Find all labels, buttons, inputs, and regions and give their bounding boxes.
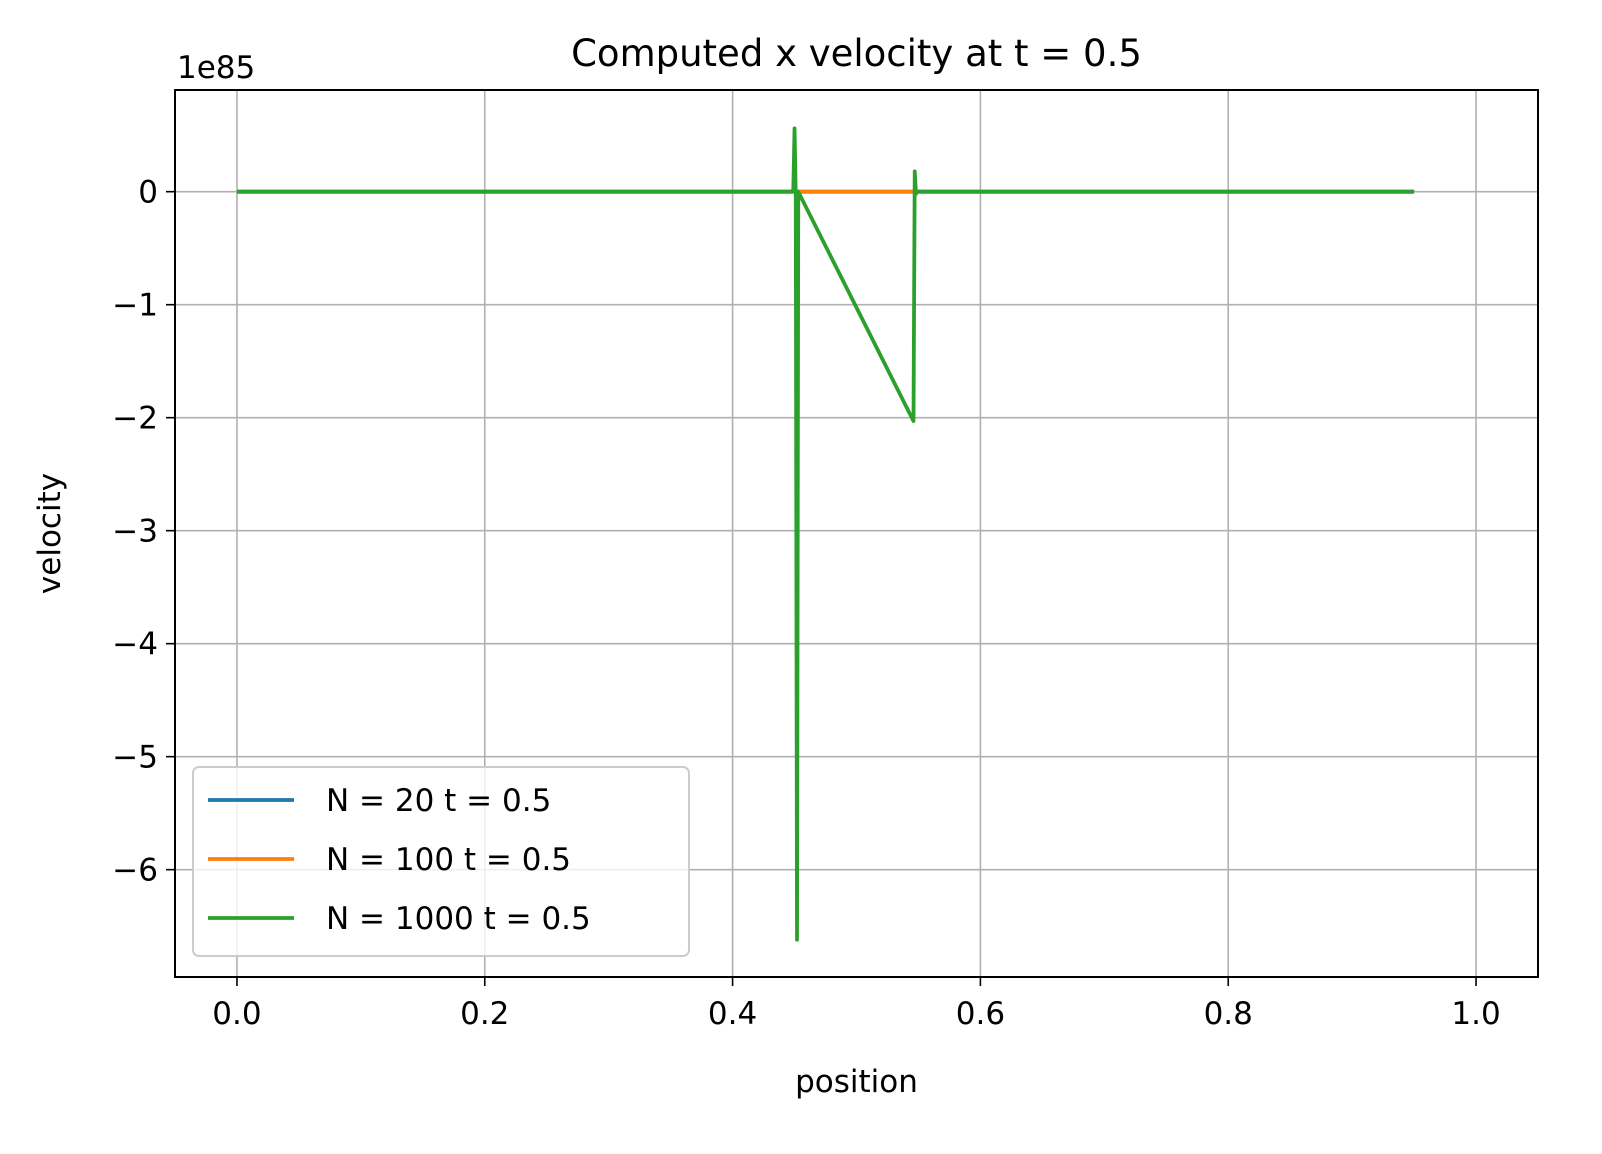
plot-frame: [174, 89, 1539, 978]
y-tick-label: 0: [138, 175, 158, 211]
y-tick-label: −2: [112, 401, 158, 437]
y-tick-label: −5: [112, 740, 158, 776]
y-axis-offset-label: 1e85: [177, 50, 255, 86]
legend: N = 20 t = 0.5 N = 100 t = 0.5 N = 1000 t …: [192, 766, 690, 957]
series-line-2: [236, 126, 1415, 942]
x-tick-label: 0.4: [708, 996, 757, 1032]
legend-label-1: N = 100 t = 0.5: [326, 842, 571, 878]
x-tick-label: 0.0: [212, 996, 261, 1032]
y-tick-label: −1: [112, 288, 158, 324]
y-tick-label: −6: [112, 853, 158, 889]
y-tick-label: −4: [112, 627, 158, 663]
y-axis-label: velocity: [32, 473, 68, 594]
x-tick-label: 1.0: [1451, 996, 1500, 1032]
legend-box: [192, 766, 690, 957]
chart-title: Computed x velocity at t = 0.5: [571, 32, 1142, 75]
x-tick-label: 0.2: [460, 996, 509, 1032]
series-layer: [236, 126, 1415, 942]
legend-label-2: N = 1000 t = 0.5: [326, 901, 591, 937]
x-axis-label: position: [795, 1064, 918, 1100]
x-tick-label: 0.8: [1204, 996, 1253, 1032]
x-tick-label: 0.6: [956, 996, 1005, 1032]
legend-label-0: N = 20 t = 0.5: [326, 783, 551, 819]
tick-layer: 0.0 0.2 0.4 0.6 0.8 1.0 0 −1 −2 −3 −4 −5 −6: [112, 175, 1500, 1032]
y-tick-label: −3: [112, 514, 158, 550]
grid-layer: [175, 90, 1538, 977]
